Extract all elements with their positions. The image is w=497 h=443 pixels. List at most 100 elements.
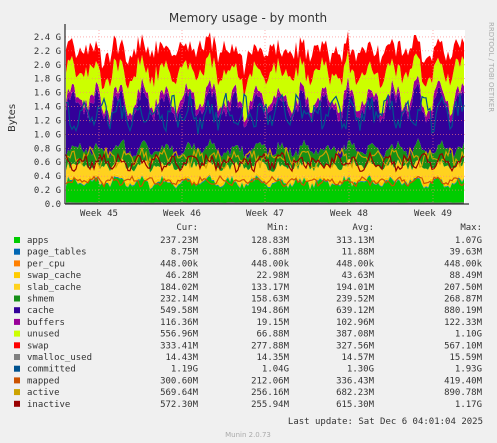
- legend-value: 133.17M: [251, 283, 290, 293]
- legend-swatch: [14, 260, 20, 267]
- y-tick-label: 0.0: [45, 200, 61, 210]
- legend-value: 572.30M: [160, 400, 199, 410]
- legend-swatch: [14, 400, 20, 407]
- legend-column-header: Avg:: [352, 223, 374, 233]
- y-tick-label: 0.8 G: [34, 144, 61, 154]
- legend-series-name: cache: [27, 306, 54, 316]
- legend-series-name: page_tables: [27, 248, 87, 258]
- legend-column-header: Max:: [460, 223, 482, 233]
- legend-value: 890.78M: [444, 388, 483, 398]
- legend-series-name: inactive: [27, 400, 70, 410]
- line-inactive: [65, 150, 465, 174]
- legend-value: 212.06M: [251, 376, 290, 386]
- legend-value: 300.60M: [160, 376, 199, 386]
- legend-value: 1.04G: [262, 365, 289, 375]
- legend-series-name: committed: [27, 365, 76, 375]
- legend-value: 419.40M: [444, 376, 483, 386]
- legend-series-name: mapped: [27, 376, 60, 386]
- legend-value: 116.36M: [160, 318, 199, 328]
- legend-value: 615.30M: [336, 400, 375, 410]
- legend-swatch: [14, 307, 20, 314]
- legend-value: 336.43M: [336, 376, 375, 386]
- legend-value: 14.43M: [165, 353, 198, 363]
- legend-value: 15.59M: [449, 353, 482, 363]
- y-tick-label: 2.2 G: [34, 47, 61, 57]
- legend-value: 1.19G: [171, 365, 198, 375]
- y-tick-label: 1.2 G: [34, 116, 61, 126]
- legend-value: 194.01M: [336, 283, 375, 293]
- legend-swatch: [14, 365, 20, 372]
- y-tick-label: 0.6 G: [34, 158, 61, 168]
- area-buffers: [66, 75, 464, 128]
- legend-column-header: Cur:: [176, 223, 198, 233]
- legend-value: 682.23M: [336, 388, 375, 398]
- y-axis-label: Bytes: [7, 104, 18, 132]
- legend-value: 880.19M: [444, 306, 483, 316]
- legend-series-name: vmalloc_used: [27, 353, 92, 363]
- legend-value: 569.64M: [160, 388, 199, 398]
- legend-value: 6.88M: [262, 248, 290, 258]
- legend-value: 46.28M: [165, 271, 198, 281]
- legend-value: 448.00k: [251, 259, 290, 269]
- legend-value: 1.93G: [455, 365, 482, 375]
- legend-value: 14.35M: [256, 353, 289, 363]
- axis-layer: 0.0 0.2 G 0.4 G 0.6 G 0.8 G 1.0 G 1.2 G 1.4 G 1.…: [34, 24, 469, 219]
- legend-column-header: Min:: [267, 223, 289, 233]
- y-tick-label: 0.4 G: [34, 172, 61, 182]
- legend-value: 237.23M: [160, 236, 199, 246]
- legend-value: 1.10G: [455, 330, 482, 340]
- legend-value: 448.00k: [336, 259, 375, 269]
- legend-value: 255.94M: [251, 400, 290, 410]
- legend-swatch: [14, 354, 20, 360]
- line-committed: [65, 91, 465, 135]
- legend-swatch: [14, 342, 20, 349]
- legend-swatch: [14, 330, 20, 337]
- area-swap: [66, 31, 464, 98]
- legend-value: 128.83M: [251, 236, 290, 246]
- legend-value: 43.63M: [341, 271, 374, 281]
- legend-value: 313.13M: [336, 236, 375, 246]
- y-tick-label: 2.0 G: [34, 61, 61, 71]
- legend-value: 194.86M: [251, 306, 290, 316]
- legend-value: 102.96M: [336, 318, 375, 328]
- legend-value: 448.00k: [444, 259, 483, 269]
- legend-value: 19.15M: [256, 318, 289, 328]
- legend-series-name: active: [27, 388, 60, 398]
- y-tick-label: 1.0 G: [34, 130, 61, 140]
- legend-value: 277.88M: [251, 341, 290, 351]
- legend-series-name: swap: [27, 341, 49, 351]
- y-tick-label: 1.4 G: [34, 103, 61, 113]
- x-tick-label: Week 47: [246, 209, 284, 219]
- legend-series-name: slab_cache: [27, 283, 81, 293]
- legend-value: 39.63M: [449, 248, 482, 258]
- legend-swatch: [14, 389, 20, 396]
- rrdtool-credit: RRDTOOL / TOBI OETIKER: [487, 22, 495, 112]
- x-tick-label: Week 48: [330, 209, 368, 219]
- legend: Cur: Min: Avg: Max: apps 237.23M 128.83M 313.13…: [14, 223, 483, 410]
- legend-value: 207.50M: [444, 283, 483, 293]
- legend-value: 327.56M: [336, 341, 375, 351]
- legend-swatch: [14, 237, 20, 243]
- x-tick-label: Week 45: [80, 209, 118, 219]
- y-tick-label: 1.8 G: [34, 75, 61, 85]
- legend-value: 549.58M: [160, 306, 199, 316]
- legend-value: 1.07G: [455, 236, 482, 246]
- area-unused: [66, 49, 464, 123]
- legend-series-name: shmem: [27, 295, 54, 305]
- legend-value: 448.00k: [160, 259, 199, 269]
- legend-value: 14.57M: [341, 353, 374, 363]
- legend-swatch: [14, 318, 20, 325]
- legend-value: 88.49M: [449, 271, 482, 281]
- legend-swatch: [14, 272, 20, 279]
- legend-value: 1.17G: [455, 400, 482, 410]
- y-tick-label: 1.6 G: [34, 89, 61, 99]
- legend-value: 158.63M: [251, 295, 290, 305]
- legend-value: 122.33M: [444, 318, 483, 328]
- legend-series-name: apps: [27, 236, 49, 246]
- chart-title: Memory usage - by month: [169, 11, 327, 25]
- legend-value: 256.16M: [251, 388, 290, 398]
- legend-value: 11.88M: [341, 248, 374, 258]
- legend-value: 239.52M: [336, 295, 375, 305]
- x-tick-label: Week 49: [414, 209, 452, 219]
